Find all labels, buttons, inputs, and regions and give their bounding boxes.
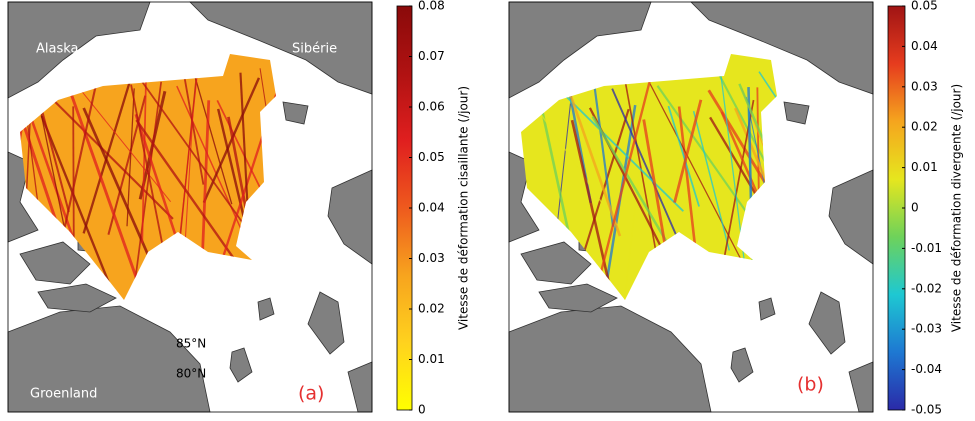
streak bbox=[563, 93, 684, 212]
colorbar-tick-label: 0 bbox=[418, 403, 426, 417]
panel-label: (a) bbox=[298, 383, 324, 405]
colorbar-tick-label: 0 bbox=[911, 201, 919, 215]
streak bbox=[178, 114, 194, 300]
colorbar-tick-label: 0.03 bbox=[911, 79, 938, 93]
latitude-label: 85°N bbox=[176, 337, 206, 351]
colorbar-tick-label: -0.05 bbox=[911, 403, 942, 417]
panel-label: (b) bbox=[797, 374, 824, 396]
streak bbox=[107, 95, 147, 235]
colorbar-tick-label: 0.05 bbox=[418, 150, 445, 164]
place-label: Groenland bbox=[30, 387, 97, 402]
colorbar-tick-label: 0.07 bbox=[418, 49, 445, 63]
colorbar-label: Vitesse de déformation cisaillante (/jou… bbox=[457, 86, 471, 330]
streak bbox=[667, 105, 700, 207]
colorbar-tick-label: -0.03 bbox=[911, 322, 942, 336]
streak bbox=[592, 77, 615, 227]
streak bbox=[642, 119, 669, 259]
colorbar-tick-label: -0.04 bbox=[911, 362, 942, 376]
streak bbox=[82, 107, 197, 300]
place-label: Sibérie bbox=[292, 42, 337, 57]
colorbar-tick-label: 0.03 bbox=[418, 251, 445, 265]
map-a: Alaska Sibérie Groenland 85°N 80°N (a) bbox=[7, 1, 373, 413]
streak bbox=[191, 66, 233, 205]
streak bbox=[734, 107, 777, 300]
streak bbox=[692, 110, 731, 251]
streak bbox=[599, 66, 655, 273]
colorbar-tick-label: 0.08 bbox=[418, 0, 445, 13]
streak bbox=[126, 88, 135, 227]
colorbar-tick-label: -0.02 bbox=[911, 281, 942, 295]
streak bbox=[72, 106, 76, 300]
streak bbox=[677, 106, 699, 270]
colorbar-tick-label: 0.05 bbox=[911, 0, 938, 13]
streak bbox=[177, 72, 199, 257]
colorbar-tick-label: 0.04 bbox=[911, 39, 938, 53]
colorbar-tick-label: 0.02 bbox=[911, 120, 938, 134]
latitude-label: 80°N bbox=[176, 367, 206, 381]
streak bbox=[673, 99, 703, 203]
colorbar-tick-label: 0.02 bbox=[418, 302, 445, 316]
streak bbox=[66, 85, 147, 300]
colorbar-tick-label: -0.01 bbox=[911, 241, 942, 255]
colorbar-tick-label: 0.01 bbox=[911, 160, 938, 174]
streak bbox=[40, 115, 116, 297]
colorbar-tick-label: 0.06 bbox=[418, 100, 445, 114]
streak bbox=[131, 81, 163, 300]
colorbar-label: Vitesse de déformation divergente (/jour… bbox=[950, 84, 964, 332]
colorbar-tick-label: 0.01 bbox=[418, 352, 445, 366]
streak bbox=[82, 67, 136, 234]
place-label: Alaska bbox=[36, 42, 79, 57]
streak bbox=[570, 119, 627, 300]
streak bbox=[200, 100, 211, 258]
streak bbox=[642, 70, 741, 259]
streak bbox=[611, 88, 687, 257]
streak bbox=[181, 67, 205, 185]
colorbar-tick-label: 0.04 bbox=[418, 201, 445, 215]
streak bbox=[72, 79, 171, 202]
map-b: (b) bbox=[508, 1, 874, 413]
streak bbox=[561, 73, 622, 237]
